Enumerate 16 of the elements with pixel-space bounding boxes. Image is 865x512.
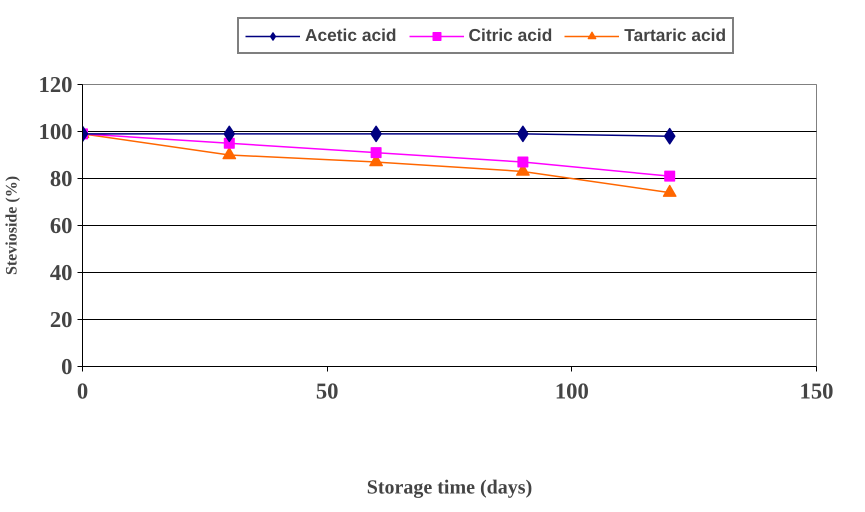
x-tick-label: 0 [76, 378, 88, 404]
y-tick-label: 20 [50, 307, 72, 332]
y-tick-label: 0 [61, 354, 72, 379]
y-tick-label: 40 [50, 260, 72, 285]
legend-label: Citric acid [468, 25, 552, 46]
legend-label: Acetic acid [305, 25, 396, 46]
y-axis-title: Stevioside (%) [4, 176, 21, 276]
x-tick-label: 100 [554, 378, 589, 404]
x-axis-title: Storage time (days) [366, 476, 532, 498]
x-tick-label: 50 [316, 378, 338, 404]
y-tick-label: 100 [38, 119, 72, 144]
x-tick-label: 150 [800, 378, 834, 404]
legend-label: Tartaric acid [624, 25, 726, 46]
y-tick-label: 120 [38, 72, 72, 97]
y-tick-label: 60 [50, 213, 72, 238]
y-tick-label: 80 [50, 166, 72, 191]
